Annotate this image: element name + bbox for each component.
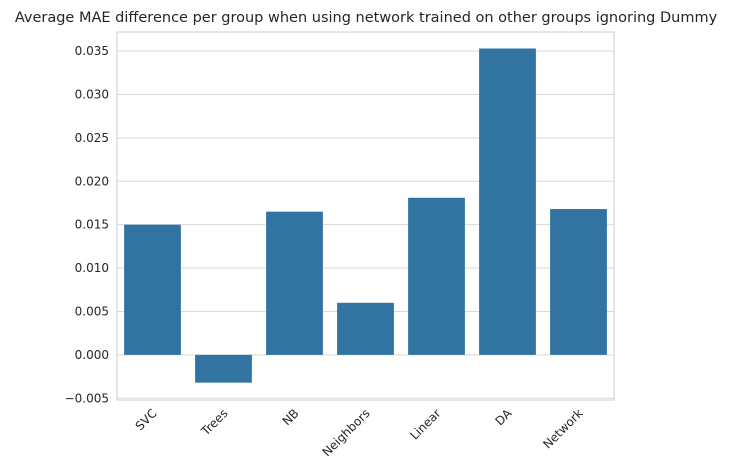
chart-title: Average MAE difference per group when us…: [15, 10, 718, 26]
y-tick-label: 0.035: [75, 44, 109, 58]
bar-trees: [195, 354, 252, 383]
x-tick-label: DA: [493, 406, 516, 429]
x-tick-label: Trees: [198, 406, 231, 439]
x-axis-ticks: SVC Trees NB Neighbors Linear DA Network: [133, 406, 586, 460]
x-tick-label: SVC: [133, 406, 160, 433]
bar-network: [550, 209, 607, 355]
bar-neighbors: [337, 302, 394, 355]
bar-da: [479, 48, 536, 355]
x-tick-label: Neighbors: [320, 406, 373, 459]
x-tick-label: Linear: [407, 406, 443, 442]
y-axis-ticks: −0.005 0.000 0.005 0.010 0.015 0.020 0.025 0.03…: [65, 44, 109, 405]
y-tick-label: 0.015: [75, 218, 109, 232]
y-tick-label: 0.025: [75, 131, 109, 145]
bar-nb: [266, 211, 323, 355]
x-tick-label: Network: [540, 406, 585, 451]
y-tick-label: −0.005: [65, 391, 109, 405]
x-tick-label: NB: [280, 406, 302, 428]
y-tick-label: 0.020: [75, 174, 109, 188]
y-tick-label: 0.010: [75, 261, 109, 275]
bar-svc: [124, 224, 181, 355]
y-tick-label: 0.005: [75, 304, 109, 318]
y-tick-label: 0.000: [75, 348, 109, 362]
bars: [124, 48, 607, 383]
y-tick-label: 0.030: [75, 87, 109, 101]
bar-linear: [408, 197, 465, 355]
plot-frame: [116, 31, 615, 401]
